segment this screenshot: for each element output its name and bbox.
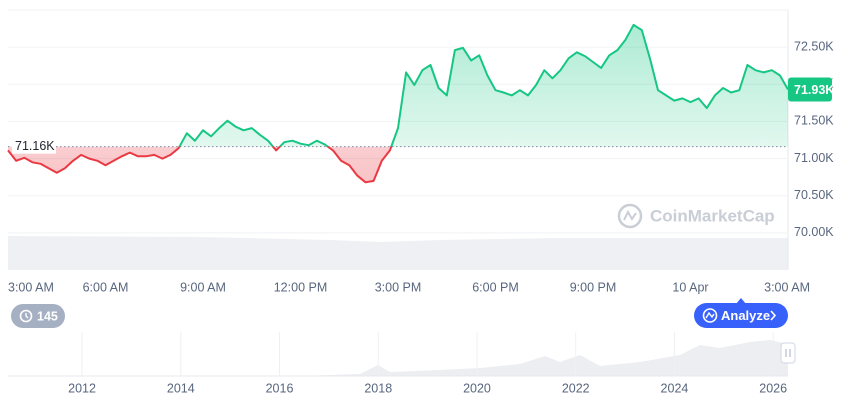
watermark-text: CoinMarketCap: [650, 206, 775, 225]
navigator-tick-label: 2026: [759, 381, 787, 395]
y-tick-label: 70.50K: [794, 188, 834, 202]
x-tick-label: 9:00 AM: [180, 280, 226, 294]
navigator-handle[interactable]: [780, 342, 796, 364]
y-tick-label: 70.00K: [794, 225, 834, 239]
x-tick-label: 10 Apr: [672, 280, 708, 294]
x-tick-label: 3:00 PM: [375, 280, 422, 294]
area: [8, 146, 788, 183]
history-badge[interactable]: 145: [11, 304, 65, 328]
volume-area: [8, 236, 788, 270]
price-line: [7, 23, 789, 184]
x-tick-label: 3:00 AM: [764, 280, 810, 294]
x-tick-label: 9:00 PM: [570, 280, 617, 294]
y-tick-label: 71.50K: [794, 114, 834, 128]
navigator-area: [8, 340, 788, 376]
navigator-tick-label: 2014: [167, 381, 195, 395]
navigator-tick-label: 2022: [562, 381, 590, 395]
x-tick-label: 3:00 AM: [8, 280, 54, 294]
analyze-text: Analyze: [721, 308, 770, 323]
y-tick-label: 71.00K: [794, 151, 834, 165]
last-price-tag: [788, 77, 832, 102]
badge-text: 145: [37, 309, 58, 323]
x-tick-label: 6:00 AM: [83, 280, 129, 294]
area: [179, 24, 788, 147]
navigator-tick-label: 2012: [68, 381, 96, 395]
navigator-tick-label: 2020: [463, 381, 491, 395]
analyze-button[interactable]: Analyze: [694, 298, 788, 328]
last-price-label: 71.93K: [794, 83, 834, 97]
x-tick-label: 12:00 PM: [274, 280, 328, 294]
navigator-tick-label: 2024: [661, 381, 689, 395]
x-tick-label: 6:00 PM: [472, 280, 519, 294]
y-tick-label: 72.50K: [794, 39, 834, 53]
reference-label: 71.16K: [15, 139, 55, 153]
watermark: CoinMarketCap: [617, 203, 775, 229]
navigator-tick-label: 2018: [364, 381, 392, 395]
navigator-tick-label: 2016: [266, 381, 294, 395]
reference-label-bg: [12, 137, 56, 154]
